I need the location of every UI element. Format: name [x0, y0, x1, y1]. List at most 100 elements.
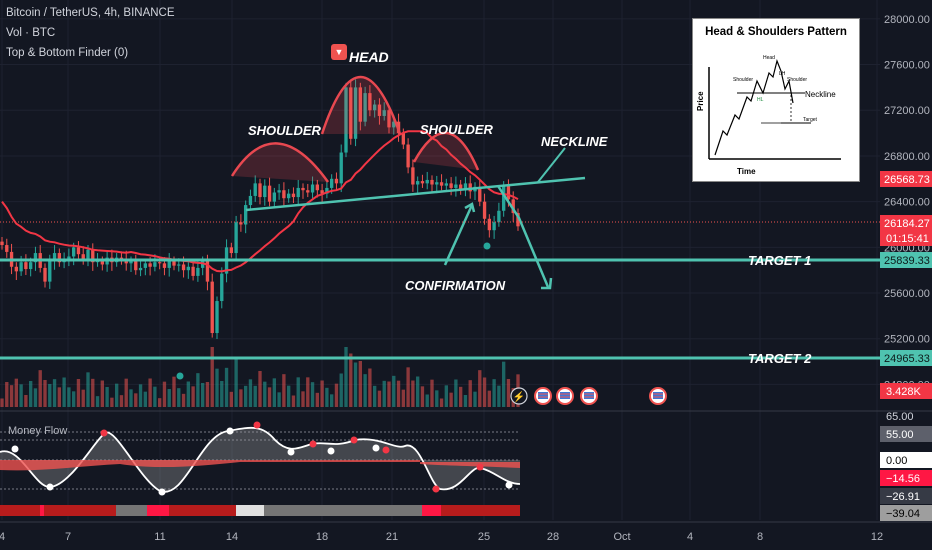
- candle-body: [449, 183, 453, 188]
- candle-body: [258, 183, 262, 198]
- candle-body: [411, 167, 415, 185]
- volume-bar: [396, 380, 401, 407]
- svg-text:⚡: ⚡: [513, 390, 525, 403]
- volume-bar: [157, 398, 162, 407]
- right-shoulder-label: SHOULDER: [420, 122, 494, 137]
- candle-body: [430, 179, 434, 185]
- candle-body: [5, 245, 9, 252]
- volume-bar: [334, 383, 339, 407]
- volume-bar: [24, 395, 28, 407]
- volume-bars: [0, 347, 520, 407]
- time-axis-label: 28: [547, 531, 559, 543]
- candle-body: [463, 183, 468, 191]
- volume-bar: [382, 380, 386, 407]
- target1-label: TARGET 1: [748, 253, 811, 268]
- candle-body: [148, 263, 152, 267]
- mf-point: [309, 440, 317, 448]
- volume-bar: [191, 386, 195, 407]
- candle-body: [220, 273, 224, 302]
- inset-target-label: Target: [803, 117, 818, 123]
- volume-bar: [71, 391, 76, 407]
- time-axis-label: 18: [316, 531, 328, 543]
- candle-body: [382, 110, 386, 116]
- candle-body: [243, 205, 248, 225]
- indicator-legend: Top & Bottom Finder (0): [6, 47, 129, 59]
- volume-bar: [430, 379, 434, 407]
- volume-bar: [19, 384, 23, 407]
- mf-level-neg26: −26.91: [886, 491, 920, 503]
- volume-bar: [291, 395, 296, 407]
- pattern-inset: Head & Shoulders Pattern Price Time Head…: [692, 18, 860, 182]
- candle-body: [458, 184, 463, 191]
- volume-bar: [181, 393, 186, 407]
- time-axis-label: 12: [871, 531, 883, 543]
- price-axis-label: 27200.00: [884, 105, 930, 117]
- volume-bar: [224, 367, 229, 407]
- mf-point: [158, 488, 166, 496]
- volume-bar: [119, 395, 124, 407]
- neckline-pointer: [537, 147, 566, 183]
- candle-body: [320, 190, 324, 194]
- last-price-tag: 26184.27: [884, 218, 930, 230]
- volume-bar: [196, 373, 200, 407]
- volume-bar: [38, 370, 42, 407]
- volume-bar: [425, 394, 429, 407]
- mf-point: [327, 447, 335, 455]
- volume-bar: [315, 392, 320, 407]
- candle-body: [57, 253, 62, 263]
- volume-bar: [172, 376, 176, 407]
- candle-body: [263, 185, 267, 198]
- candle-body: [487, 218, 492, 231]
- mf-point: [100, 429, 108, 437]
- mf-point: [287, 448, 295, 456]
- volume-bar: [143, 391, 148, 407]
- candle-body: [0, 241, 4, 246]
- mf-level-0: 0.00: [886, 455, 907, 467]
- head-label: HEAD: [349, 49, 389, 65]
- candle-body: [67, 256, 71, 259]
- volume-bar: [43, 380, 47, 407]
- volume-bar: [162, 381, 167, 407]
- inset-time-label: Time: [737, 167, 756, 176]
- candle-body: [482, 201, 487, 219]
- candle-body: [401, 133, 406, 145]
- candle-body: [334, 178, 339, 184]
- candle-body: [157, 262, 162, 264]
- volume-bar: [239, 389, 243, 407]
- volume-bar: [138, 384, 143, 407]
- mf-point: [382, 446, 390, 454]
- mf-point: [253, 421, 261, 429]
- money-flow-line: [0, 426, 521, 493]
- volume-tag: 3.428K: [886, 386, 922, 398]
- candle-body: [425, 179, 429, 184]
- event-icons: ⚡: [510, 387, 667, 405]
- volume-bar: [458, 386, 463, 407]
- lightning-icon: [510, 387, 528, 405]
- volume-bar: [263, 381, 267, 407]
- time-axis-label: 21: [386, 531, 398, 543]
- confirmation-arrowhead: [464, 202, 476, 213]
- volume-bar: [415, 376, 420, 407]
- candle-body: [353, 87, 358, 139]
- candle-body: [435, 182, 439, 185]
- volume-bar: [33, 388, 38, 407]
- volume-bar: [277, 392, 281, 407]
- mf-point: [350, 436, 358, 444]
- money-flow-pane: [0, 421, 521, 496]
- volume-bar: [372, 385, 377, 407]
- money-flow-red-fill: [0, 460, 520, 471]
- volume-bar: [487, 390, 492, 407]
- time-axis-label: Oct: [613, 531, 630, 543]
- candle-body: [19, 262, 23, 272]
- volume-bar: [9, 385, 14, 407]
- money-flow-area: [0, 427, 520, 492]
- volume-bar: [449, 392, 453, 407]
- time-axis-label: 11: [154, 531, 165, 543]
- candle-body: [86, 249, 90, 259]
- volume-bar: [392, 375, 396, 407]
- volume-bar: [339, 373, 343, 407]
- left-shoulder-label: SHOULDER: [248, 123, 322, 138]
- volume-bar: [267, 387, 272, 407]
- volume-bar: [377, 390, 382, 407]
- candle-body: [33, 253, 38, 263]
